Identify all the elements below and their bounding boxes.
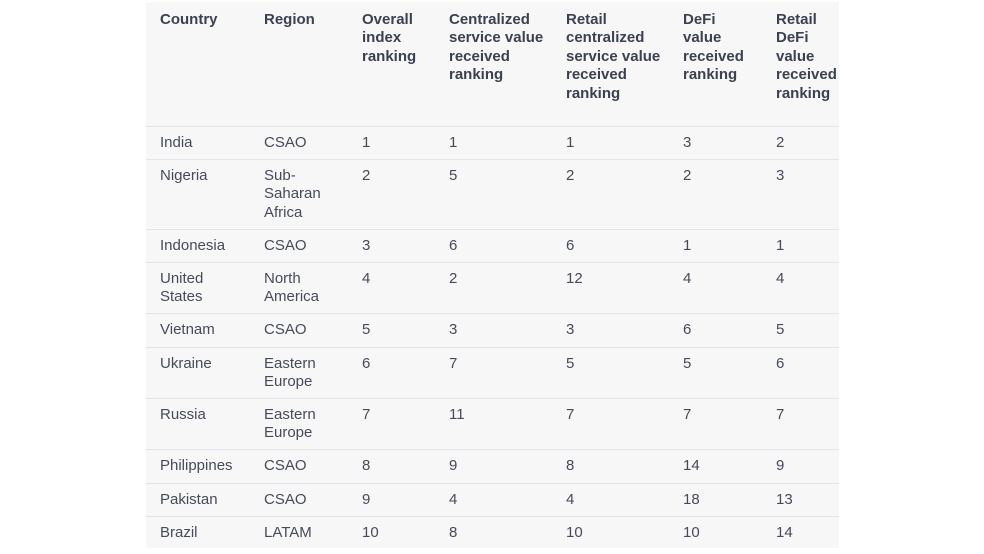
cell-country: Russia [146, 398, 250, 450]
cell-defi-rank: 2 [669, 159, 762, 230]
cell-region: Eastern Europe [250, 398, 348, 450]
cell-retail-defi-rank: 1 [762, 228, 839, 263]
cell-overall-rank: 7 [348, 398, 435, 450]
cell-country: Ukraine [146, 346, 250, 399]
cell-retail-centralized-rank: 7 [552, 398, 669, 450]
table-row: Vietnam CSAO 5 3 3 6 5 [146, 313, 839, 348]
cell-country: Indonesia [146, 228, 250, 263]
table-row: Indonesia CSAO 3 6 6 1 1 [146, 228, 839, 263]
cell-retail-centralized-rank: 2 [552, 159, 669, 230]
cell-retail-centralized-rank: 5 [552, 346, 669, 399]
cell-retail-centralized-rank: 3 [552, 313, 669, 348]
cell-country: Nigeria [146, 159, 250, 230]
cell-overall-rank: 9 [348, 482, 435, 517]
cell-centralized-rank: 6 [435, 228, 552, 263]
table-row: Russia Eastern Europe 7 11 7 7 7 [146, 398, 839, 450]
cell-retail-defi-rank: 7 [762, 398, 839, 450]
cell-retail-centralized-rank: 8 [552, 449, 669, 484]
cell-defi-rank: 18 [669, 482, 762, 517]
cell-retail-defi-rank: 4 [762, 262, 839, 314]
cell-defi-rank: 7 [669, 398, 762, 450]
cell-region: CSAO [250, 125, 348, 160]
cell-country: Pakistan [146, 482, 250, 517]
cell-overall-rank: 6 [348, 346, 435, 399]
cell-region: CSAO [250, 228, 348, 263]
cell-retail-defi-rank: 6 [762, 346, 839, 399]
table-row: India CSAO 1 1 1 3 2 [146, 125, 839, 160]
cell-region: Eastern Europe [250, 346, 348, 399]
cell-overall-rank: 2 [348, 159, 435, 230]
header-country: Country [146, 2, 250, 127]
cell-region: CSAO [250, 313, 348, 348]
country-ranking-table: Country Region Overall index ranking Cen… [146, 2, 839, 549]
cell-retail-defi-rank: 9 [762, 449, 839, 484]
header-region: Region [250, 2, 348, 127]
cell-retail-defi-rank: 3 [762, 159, 839, 230]
cell-defi-rank: 14 [669, 449, 762, 484]
table-header-row: Country Region Overall index ranking Cen… [146, 2, 839, 127]
cell-defi-rank: 4 [669, 262, 762, 314]
cell-retail-defi-rank: 2 [762, 125, 839, 160]
cell-centralized-rank: 9 [435, 449, 552, 484]
cell-overall-rank: 5 [348, 313, 435, 348]
cell-overall-rank: 3 [348, 228, 435, 263]
cell-region: CSAO [250, 482, 348, 517]
cell-country: Vietnam [146, 313, 250, 348]
cell-region: CSAO [250, 449, 348, 484]
cell-retail-defi-rank: 5 [762, 313, 839, 348]
cell-defi-rank: 6 [669, 313, 762, 348]
cell-retail-defi-rank: 13 [762, 482, 839, 517]
cell-centralized-rank: 3 [435, 313, 552, 348]
cell-overall-rank: 4 [348, 262, 435, 314]
cell-country: United States [146, 262, 250, 314]
cell-defi-rank: 5 [669, 346, 762, 399]
cell-retail-centralized-rank: 6 [552, 228, 669, 263]
cell-centralized-rank: 7 [435, 346, 552, 399]
table-row: Pakistan CSAO 9 4 4 18 13 [146, 482, 839, 517]
header-centralized-service-ranking: Centralized service value received ranki… [435, 2, 552, 127]
ranking-table-container: Country Region Overall index ranking Cen… [146, 2, 839, 549]
cell-region: North America [250, 262, 348, 314]
cell-retail-centralized-rank: 1 [552, 125, 669, 160]
cell-defi-rank: 1 [669, 228, 762, 263]
cell-country: Brazil [146, 515, 250, 549]
cell-country: India [146, 125, 250, 160]
cell-region: Sub-Saharan Africa [250, 159, 348, 230]
cell-retail-centralized-rank: 10 [552, 515, 669, 549]
table-row: Ukraine Eastern Europe 6 7 5 5 6 [146, 346, 839, 399]
cell-centralized-rank: 2 [435, 262, 552, 314]
table-row: United States North America 4 2 12 4 4 [146, 262, 839, 314]
header-overall-index-ranking: Overall index ranking [348, 2, 435, 127]
cell-defi-rank: 10 [669, 515, 762, 549]
cell-overall-rank: 1 [348, 125, 435, 160]
cell-retail-centralized-rank: 4 [552, 482, 669, 517]
cell-centralized-rank: 4 [435, 482, 552, 517]
table-row: Philippines CSAO 8 9 8 14 9 [146, 449, 839, 484]
cell-centralized-rank: 5 [435, 159, 552, 230]
cell-centralized-rank: 1 [435, 125, 552, 160]
table-row: Brazil LATAM 10 8 10 10 14 [146, 515, 839, 549]
cell-country: Philippines [146, 449, 250, 484]
cell-overall-rank: 10 [348, 515, 435, 549]
cell-region: LATAM [250, 515, 348, 549]
cell-centralized-rank: 8 [435, 515, 552, 549]
cell-centralized-rank: 11 [435, 398, 552, 450]
header-retail-centralized-service-ranking: Retail centralized service value receive… [552, 2, 669, 127]
cell-retail-defi-rank: 14 [762, 515, 839, 549]
header-retail-defi-ranking: Retail DeFi value received ranking [762, 2, 839, 127]
header-defi-ranking: DeFi value received ranking [669, 2, 762, 127]
cell-overall-rank: 8 [348, 449, 435, 484]
cell-retail-centralized-rank: 12 [552, 262, 669, 314]
cell-defi-rank: 3 [669, 125, 762, 160]
table-row: Nigeria Sub-Saharan Africa 2 5 2 2 3 [146, 159, 839, 230]
